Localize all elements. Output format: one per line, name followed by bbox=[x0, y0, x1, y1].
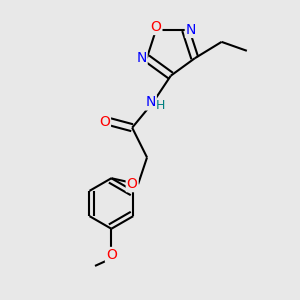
Text: N: N bbox=[146, 95, 156, 110]
Text: O: O bbox=[151, 20, 161, 34]
Text: O: O bbox=[127, 177, 138, 191]
Text: N: N bbox=[136, 51, 147, 65]
Text: H: H bbox=[156, 99, 165, 112]
Text: N: N bbox=[186, 23, 196, 37]
Text: O: O bbox=[99, 115, 110, 129]
Text: O: O bbox=[106, 248, 117, 262]
